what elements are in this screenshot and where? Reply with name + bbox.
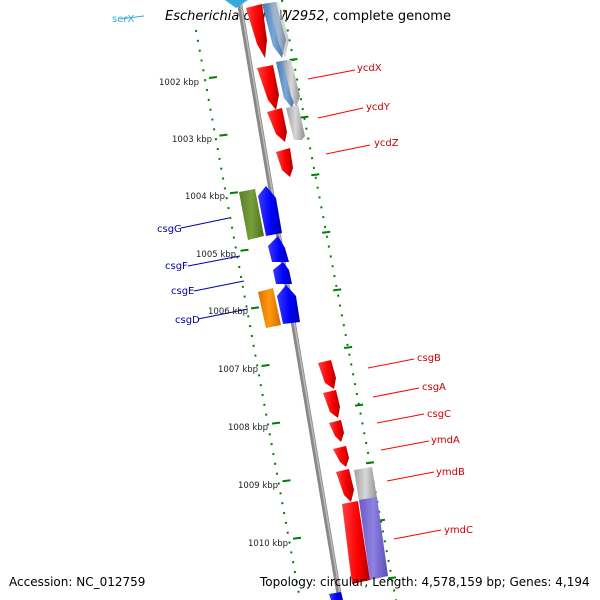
ruler-tick-1004: [229, 191, 239, 195]
gene-shape-ymdb-grey[interactable]: [354, 467, 377, 501]
gene-shape-ymdc[interactable]: [342, 501, 370, 584]
gene-shape-ymdb[interactable]: [336, 469, 354, 502]
ruler-label-1009: 1009 kbp: [238, 481, 278, 491]
ruler-label-1008: 1008 kbp: [228, 423, 268, 433]
gene-shape-serx-red[interactable]: [246, 4, 267, 58]
gene-shape-csge[interactable]: [273, 262, 292, 284]
gene-shape-top-grey-a[interactable]: [269, 2, 289, 58]
gene-shape-ymdc-purple[interactable]: [359, 497, 388, 580]
ruler-label-1005: 1005 kbp: [196, 250, 236, 260]
gene-shape-csgg-green[interactable]: [239, 189, 264, 240]
gene-label-csgd[interactable]: csgD: [175, 315, 200, 326]
ruler-tick-1005: [240, 248, 249, 252]
outer-tick: [300, 115, 309, 119]
gene-label-ymdb[interactable]: ymdB: [436, 467, 465, 478]
gene-label-csgb[interactable]: csgB: [417, 353, 441, 364]
gene-label-csga[interactable]: csgA: [422, 382, 446, 393]
outer-tick: [354, 403, 364, 407]
ruler-label-1002: 1002 kbp: [159, 78, 199, 88]
ruler-tick-1006: [250, 306, 260, 310]
ruler-label-1004: 1004 kbp: [185, 192, 225, 202]
outer-ring-dots: [281, 0, 397, 600]
outer-tick: [311, 173, 320, 177]
ruler-label-1006: 1006 kbp: [208, 307, 248, 317]
ruler-label-1007: 1007 kbp: [218, 365, 258, 375]
ruler-label-1003: 1003 kbp: [172, 135, 212, 145]
ruler-tick-1003: [219, 133, 228, 137]
gene-label-ymda[interactable]: ymdA: [431, 435, 460, 446]
gene-shape-ycdx-grey[interactable]: [283, 60, 300, 108]
title-suffix: , complete genome: [324, 9, 451, 24]
gene-labels: serX ycdX ycdY ycdZ csgG csgF csgE csgD …: [112, 14, 473, 536]
gene-shape-ycdz[interactable]: [276, 148, 293, 177]
outer-tick: [333, 288, 342, 292]
gene-shape-csgd[interactable]: [277, 285, 300, 324]
gene-label-csgc[interactable]: csgC: [427, 409, 451, 420]
map-title: Escherichia coli BW2952, complete genome: [165, 9, 451, 24]
gene-shape-csgc[interactable]: [329, 420, 344, 442]
ruler-tick-1007: [261, 364, 270, 367]
gene-label-ycdz[interactable]: ycdZ: [374, 138, 399, 149]
gene-shape-csgf[interactable]: [268, 236, 289, 262]
gene-shape-csga[interactable]: [323, 390, 340, 418]
gene-shape-bottom-blue[interactable]: [329, 592, 343, 600]
outer-tick: [343, 346, 353, 349]
outer-tick: [387, 576, 397, 580]
gene-label-csgg[interactable]: csgG: [157, 224, 182, 235]
gene-tracks: [239, 2, 388, 600]
ruler-label-1010: 1010 kbp: [248, 539, 288, 549]
gene-label-connectors: [119, 15, 442, 540]
gene-shape-ycdx[interactable]: [257, 65, 279, 110]
gene-label-csgf[interactable]: csgF: [165, 261, 188, 272]
topology-label: Topology: circular; Length: 4,578,159 bp…: [260, 575, 590, 589]
gene-shape-csgb[interactable]: [318, 360, 336, 389]
outer-ticks: [289, 58, 397, 580]
ruler-labels: 1002 kbp 1003 kbp 1004 kbp 1005 kbp 1006…: [159, 78, 288, 549]
gene-shape-csgd-orange[interactable]: [258, 288, 281, 328]
gene-label-csge[interactable]: csgE: [171, 286, 194, 297]
ruler-tick-1008: [271, 421, 281, 425]
outer-tick: [322, 230, 331, 234]
gene-label-serx[interactable]: serX: [112, 14, 134, 25]
accession-label: Accession: NC_012759: [9, 575, 146, 589]
outer-tick: [365, 461, 375, 465]
gene-shape-ycdy-grey[interactable]: [286, 105, 305, 140]
gene-shape-csgg[interactable]: [258, 186, 282, 236]
gene-shape-ycdy[interactable]: [267, 108, 287, 142]
organism-name: Escherichia coli BW2952: [165, 9, 325, 24]
outer-tick: [289, 58, 298, 61]
ruler-tick-1002: [208, 76, 218, 79]
serx-feature-mark: [225, 0, 248, 8]
gene-label-ymdc[interactable]: ymdC: [444, 525, 473, 536]
ruler-tick-1010: [292, 536, 302, 540]
gene-label-ycdy[interactable]: ycdY: [366, 102, 391, 113]
ruler-ticks: [208, 76, 302, 540]
gene-shape-ymda[interactable]: [333, 446, 349, 467]
gene-label-ycdx[interactable]: ycdX: [357, 63, 382, 74]
ruler-tick-1009: [282, 479, 291, 483]
